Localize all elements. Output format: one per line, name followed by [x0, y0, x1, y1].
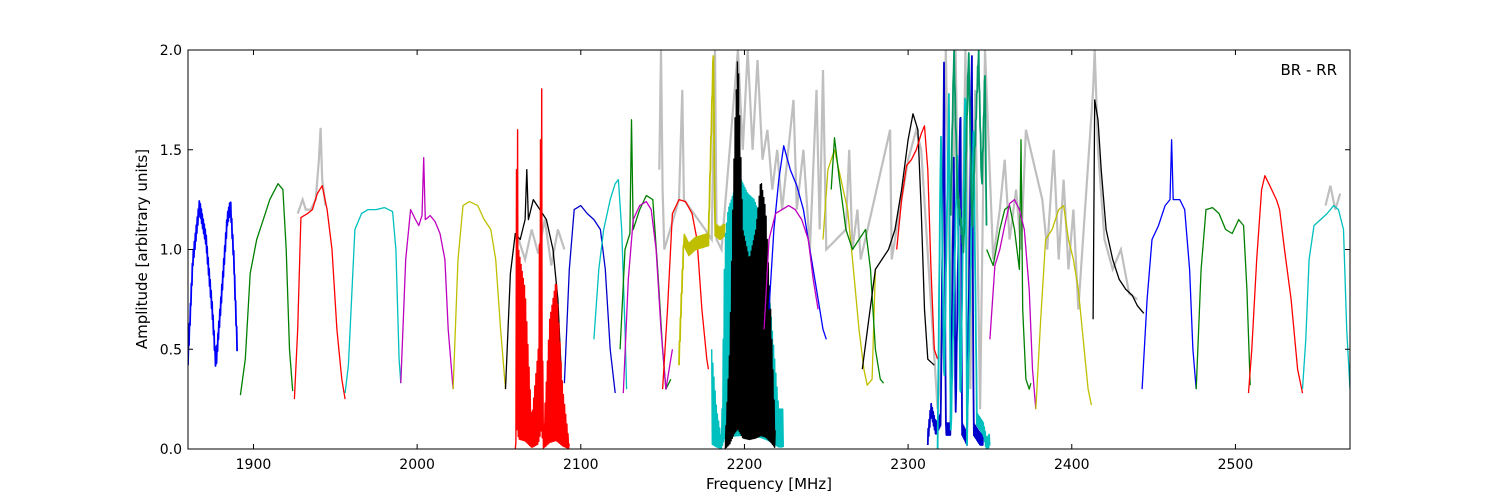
x-tick-label: 2500	[1218, 457, 1254, 473]
series-line-13	[661, 198, 710, 390]
series-line-29	[1092, 99, 1145, 320]
series-line-20	[830, 137, 885, 384]
x-tick-label: 2300	[890, 457, 926, 473]
series-line-32	[1247, 175, 1304, 394]
series-layer	[188, 50, 1350, 449]
series-line-25	[949, 50, 988, 254]
x-tick-label: 2100	[563, 457, 599, 473]
y-axis-label: Amplitude [arbitrary units]	[133, 149, 151, 349]
series-line-1	[188, 200, 238, 367]
y-tick-label: 0.5	[160, 342, 182, 358]
y-tick-label: 1.5	[160, 143, 182, 159]
series-line-26	[986, 139, 1032, 390]
y-tick-label: 2.0	[160, 43, 182, 59]
series-line-24	[936, 93, 991, 449]
series-line-17	[768, 145, 827, 340]
series-line-3	[293, 185, 346, 400]
series-line-9	[563, 204, 616, 394]
series-line-4	[344, 206, 402, 394]
plot-annotation: BR - RR	[1280, 61, 1337, 79]
series-line-5	[400, 157, 454, 390]
series-line-33	[1301, 204, 1350, 390]
series-line-16	[724, 61, 776, 449]
series-line-28	[1035, 204, 1093, 410]
y-tick-label: 1.0	[160, 243, 182, 259]
series-line-19	[822, 149, 877, 386]
series-line-10	[593, 179, 628, 390]
series-line-21	[861, 113, 935, 370]
series-line-14	[678, 55, 726, 366]
ticks-layer: 1900 2000 2100 2200 2300 2400 2500 0.0 0.5 1.0 1.5…	[160, 43, 1350, 473]
x-axis-label: Frequency [MHz]	[706, 475, 832, 493]
series-line-30	[1141, 139, 1197, 390]
series-line-2	[239, 183, 294, 396]
x-tick-label: 1900	[236, 457, 272, 473]
series-line-6	[452, 200, 507, 390]
x-tick-label: 2200	[727, 457, 763, 473]
series-line-27	[989, 198, 1037, 410]
y-tick-label: 0.0	[160, 442, 182, 458]
series-line-12	[622, 200, 674, 394]
series-line-7	[504, 169, 562, 390]
series-line-22	[896, 125, 939, 360]
x-tick-label: 2000	[399, 457, 435, 473]
series-line-31	[1195, 206, 1251, 390]
series-line-8	[514, 88, 570, 449]
series-line-18	[763, 204, 819, 330]
x-tick-label: 2400	[1054, 457, 1090, 473]
